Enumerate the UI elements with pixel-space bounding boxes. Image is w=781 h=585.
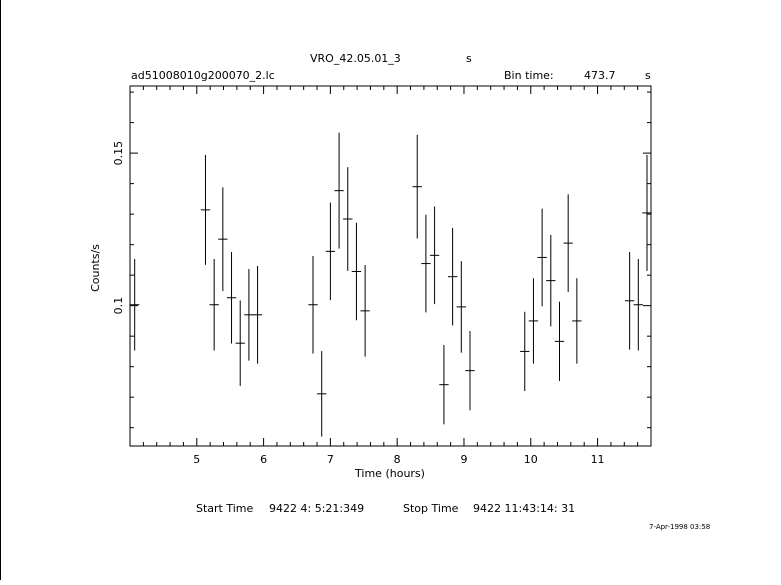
x-tick-label: 8 xyxy=(394,453,401,466)
data-point xyxy=(218,187,228,292)
x-tick-label: 11 xyxy=(591,453,605,466)
stop-time-value: 9422 11:43:14: 31 xyxy=(473,502,575,515)
data-point xyxy=(465,330,475,411)
data-point xyxy=(572,278,582,364)
bin-time-units: s xyxy=(645,69,651,82)
data-point xyxy=(447,227,458,326)
data-point xyxy=(130,258,140,351)
data-point xyxy=(209,258,219,351)
data-point xyxy=(642,154,652,271)
data-point xyxy=(226,251,237,344)
data-point xyxy=(456,261,466,353)
x-axis-label: Time (hours) xyxy=(354,467,425,480)
data-point xyxy=(563,194,573,292)
data-point xyxy=(421,214,431,313)
data-point xyxy=(528,278,539,364)
data-series xyxy=(130,132,652,437)
timestamp: 7-Apr-1998 03:58 xyxy=(649,523,710,531)
x-tick-label: 9 xyxy=(460,453,467,466)
plot-frame xyxy=(129,85,652,447)
data-point xyxy=(537,208,547,307)
data-point xyxy=(624,251,635,350)
y-tick-label: 0.15 xyxy=(112,141,125,166)
y-axis-label: Counts/s xyxy=(89,244,102,292)
bin-time-value: 473.7 xyxy=(584,69,616,82)
data-point xyxy=(520,311,530,392)
stop-time-label: Stop Time xyxy=(403,502,459,515)
data-point xyxy=(633,258,643,351)
data-point xyxy=(343,167,353,271)
x-tick-label: 7 xyxy=(327,453,334,466)
axes-ticks: 5 6 7 8 9 10 11 0.1 0.15 xyxy=(112,86,651,466)
data-point xyxy=(325,202,336,301)
chart-title-units: s xyxy=(466,52,472,65)
x-tick-label: 5 xyxy=(193,453,200,466)
x-tick-label: 6 xyxy=(260,453,267,466)
y-tick-label: 0.1 xyxy=(112,297,125,315)
data-point xyxy=(252,266,263,364)
data-point xyxy=(554,301,565,382)
data-point xyxy=(317,351,327,437)
data-point xyxy=(334,132,344,249)
start-time-label: Start Time xyxy=(196,502,254,515)
bin-time-label: Bin time: xyxy=(504,69,554,82)
data-point xyxy=(546,234,556,327)
data-point xyxy=(200,154,211,265)
data-point xyxy=(360,265,370,357)
data-point xyxy=(439,345,449,425)
data-point xyxy=(308,255,318,354)
data-point xyxy=(412,134,422,239)
data-point xyxy=(351,222,362,321)
data-point xyxy=(429,206,440,305)
x-tick-label: 10 xyxy=(524,453,538,466)
data-point xyxy=(235,300,245,386)
data-point xyxy=(244,269,254,361)
left-page-edge xyxy=(0,0,1,580)
start-time-value: 9422 4: 5:21:349 xyxy=(269,502,364,515)
chart-title: VRO_42.05.01_3 xyxy=(310,52,401,65)
file-label: ad51008010g200070_2.lc xyxy=(131,69,275,82)
